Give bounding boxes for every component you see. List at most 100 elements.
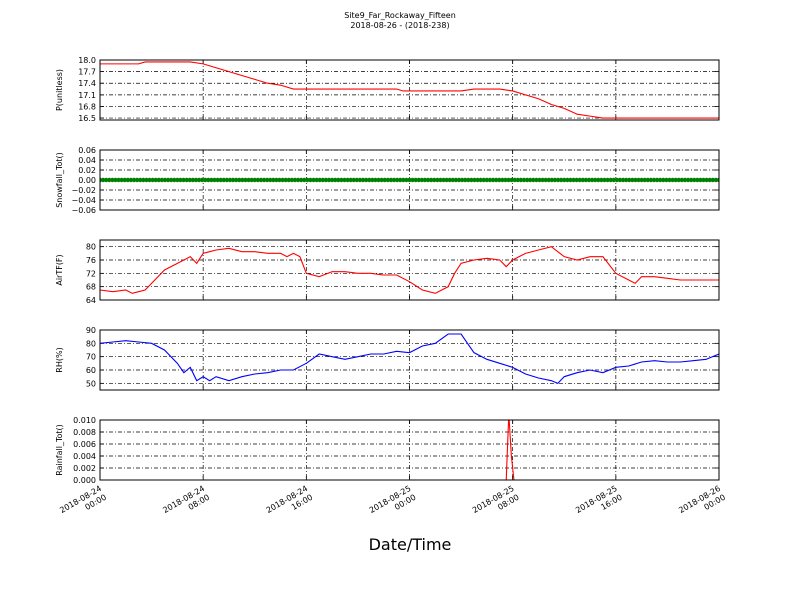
data-point <box>571 177 576 183</box>
data-point <box>110 177 115 183</box>
data-point <box>153 177 158 183</box>
data-point <box>168 177 174 183</box>
x-tick-label: 2018-08-2516:00 <box>574 484 624 524</box>
data-point <box>187 177 192 183</box>
data-point <box>382 177 387 183</box>
data-point <box>698 177 703 183</box>
data-point <box>453 177 459 183</box>
data-point <box>388 177 394 183</box>
data-point <box>500 177 505 183</box>
y-tick-label: 0.004 <box>73 452 96 461</box>
data-point <box>119 177 124 183</box>
y-tick-label: 72 <box>86 269 96 278</box>
data-point <box>549 177 555 183</box>
data-point <box>713 177 719 183</box>
y-tick-label: 17.1 <box>78 91 96 100</box>
data-point <box>141 177 146 183</box>
data-point <box>568 177 573 183</box>
data-point <box>394 177 400 183</box>
data-point <box>367 177 372 183</box>
data-point <box>351 177 356 183</box>
data-point <box>333 177 338 183</box>
data-point <box>203 177 208 183</box>
series-markers <box>100 177 719 183</box>
data-point <box>531 177 536 183</box>
data-point <box>688 177 694 183</box>
data-point <box>314 177 319 183</box>
data-point <box>357 177 363 183</box>
data-point <box>376 177 381 183</box>
data-point <box>156 177 162 183</box>
data-point <box>345 177 350 183</box>
data-point <box>289 177 295 183</box>
data-point <box>583 177 589 183</box>
y-tick-label: 68 <box>86 283 96 292</box>
data-point <box>240 177 245 183</box>
data-point <box>515 177 521 183</box>
data-point <box>521 177 527 183</box>
data-point <box>633 177 638 183</box>
panel-3: 50 60 70 80 90 RH(%) <box>55 326 720 391</box>
data-point <box>558 177 564 183</box>
series-line <box>100 61 719 119</box>
data-point <box>184 177 189 183</box>
data-point <box>518 177 524 183</box>
data-point <box>107 177 112 183</box>
y-axis-label: RH(%) <box>55 347 64 372</box>
y-tick-label: 0.008 <box>73 428 96 437</box>
data-point <box>670 177 675 183</box>
x-tick-label: 2018-08-2416:00 <box>265 484 315 524</box>
data-point <box>444 177 449 183</box>
data-point <box>116 177 121 183</box>
y-tick-label: 0.00 <box>78 176 96 185</box>
data-point <box>648 177 654 183</box>
data-point <box>657 177 663 183</box>
data-point <box>150 177 155 183</box>
data-point <box>605 177 610 183</box>
data-point <box>664 177 669 183</box>
data-point <box>224 177 230 183</box>
data-point <box>339 177 344 183</box>
data-point <box>323 177 329 183</box>
panel-4: 0.000 0.002 0.004 0.006 0.008 0.010 Rainfall_T… <box>55 416 720 485</box>
data-point <box>354 177 360 183</box>
data-point <box>165 177 171 183</box>
data-point <box>481 177 486 183</box>
data-point <box>487 177 493 183</box>
data-point <box>221 177 226 183</box>
x-tick-label: 2018-08-2400:00 <box>58 484 108 524</box>
data-point <box>264 177 270 183</box>
data-point <box>469 177 474 183</box>
data-point <box>617 177 623 183</box>
y-tick-label: −0.06 <box>71 206 96 215</box>
panels-group: 16.5 16.8 17.1 17.4 17.7 18.0 P(unitless) −0.06… <box>55 56 727 524</box>
data-point <box>178 177 183 183</box>
data-point <box>302 177 307 183</box>
data-point <box>373 177 378 183</box>
panel-1: −0.06−0.04−0.020.000.020.040.06 Snowfall_… <box>55 146 720 215</box>
y-tick-label: 0.02 <box>78 166 96 175</box>
data-point <box>577 177 582 183</box>
data-point <box>682 177 688 183</box>
data-point <box>196 177 202 183</box>
data-point <box>589 177 595 183</box>
y-tick-label: −0.02 <box>71 186 96 195</box>
data-point <box>379 177 384 183</box>
data-point <box>243 177 248 183</box>
panel-frame <box>99 59 720 121</box>
data-point <box>348 177 353 183</box>
data-point <box>716 177 719 183</box>
data-point <box>159 177 165 183</box>
data-point <box>524 177 530 183</box>
data-point <box>692 177 697 183</box>
data-point <box>651 177 657 183</box>
y-tick-label: −0.04 <box>71 196 96 205</box>
y-axis-label: Snowfall_Tot() <box>55 152 64 208</box>
data-point <box>438 177 443 183</box>
data-point <box>233 177 239 183</box>
data-point <box>463 177 468 183</box>
y-tick-label: 70 <box>86 353 96 362</box>
data-point <box>122 177 127 183</box>
data-point <box>654 177 660 183</box>
